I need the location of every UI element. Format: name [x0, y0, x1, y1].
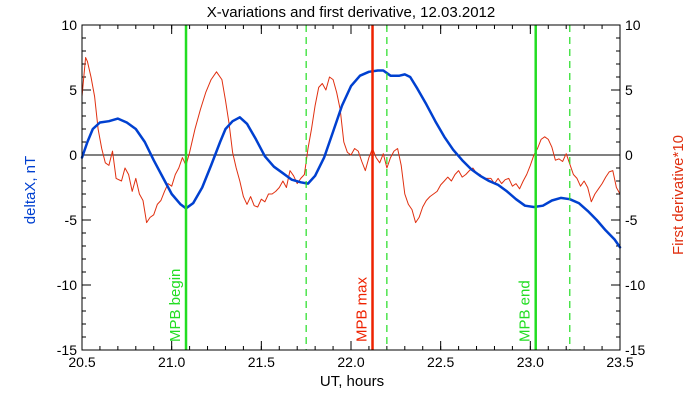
- x-tick-label: 23.0: [517, 354, 544, 370]
- x-tick-label: 21.0: [158, 354, 185, 370]
- y-right-tick-label: -10: [625, 277, 645, 293]
- y-left-tick-label: 0: [69, 147, 77, 163]
- x-tick-label: 20.5: [68, 354, 95, 370]
- mpb-marker-layer: MPB begin MPB max MPB end: [167, 25, 571, 350]
- y-right-tick-label: -5: [625, 212, 638, 228]
- y-left-tick-label: 10: [61, 17, 77, 33]
- deltax-series-layer: [80, 69, 622, 249]
- x-tick-label: 21.5: [248, 354, 275, 370]
- mpb-marker-label: MPB end: [517, 280, 534, 342]
- chart-title: X-variations and first derivative, 12.03…: [207, 4, 496, 21]
- x-tick-label: 22.0: [337, 354, 364, 370]
- y-left-tick-label: -15: [57, 342, 77, 358]
- y-right-tick-label: 10: [625, 17, 641, 33]
- x-axis-label: UT, hours: [320, 373, 384, 390]
- y-right-tick-label: -15: [625, 342, 645, 358]
- y-left-tick-label: -10: [57, 277, 77, 293]
- y-axis-label-right: First derivative*10: [670, 135, 687, 255]
- mpb-marker-label: MPB begin: [167, 269, 184, 342]
- mpb-marker-label: MPB max: [354, 276, 371, 342]
- x-tick-label: 23.5: [606, 354, 633, 370]
- y-axis-label-left: deltaX, nT: [22, 156, 39, 224]
- y-left-tick-label: -5: [65, 212, 78, 228]
- y-left-tick-label: 5: [69, 82, 77, 98]
- y-right-tick-label: 0: [625, 147, 633, 163]
- deltax-line: [80, 69, 622, 249]
- y-right-tick-label: 5: [625, 82, 633, 98]
- x-tick-label: 22.5: [427, 354, 454, 370]
- plot-frame: [81, 24, 621, 351]
